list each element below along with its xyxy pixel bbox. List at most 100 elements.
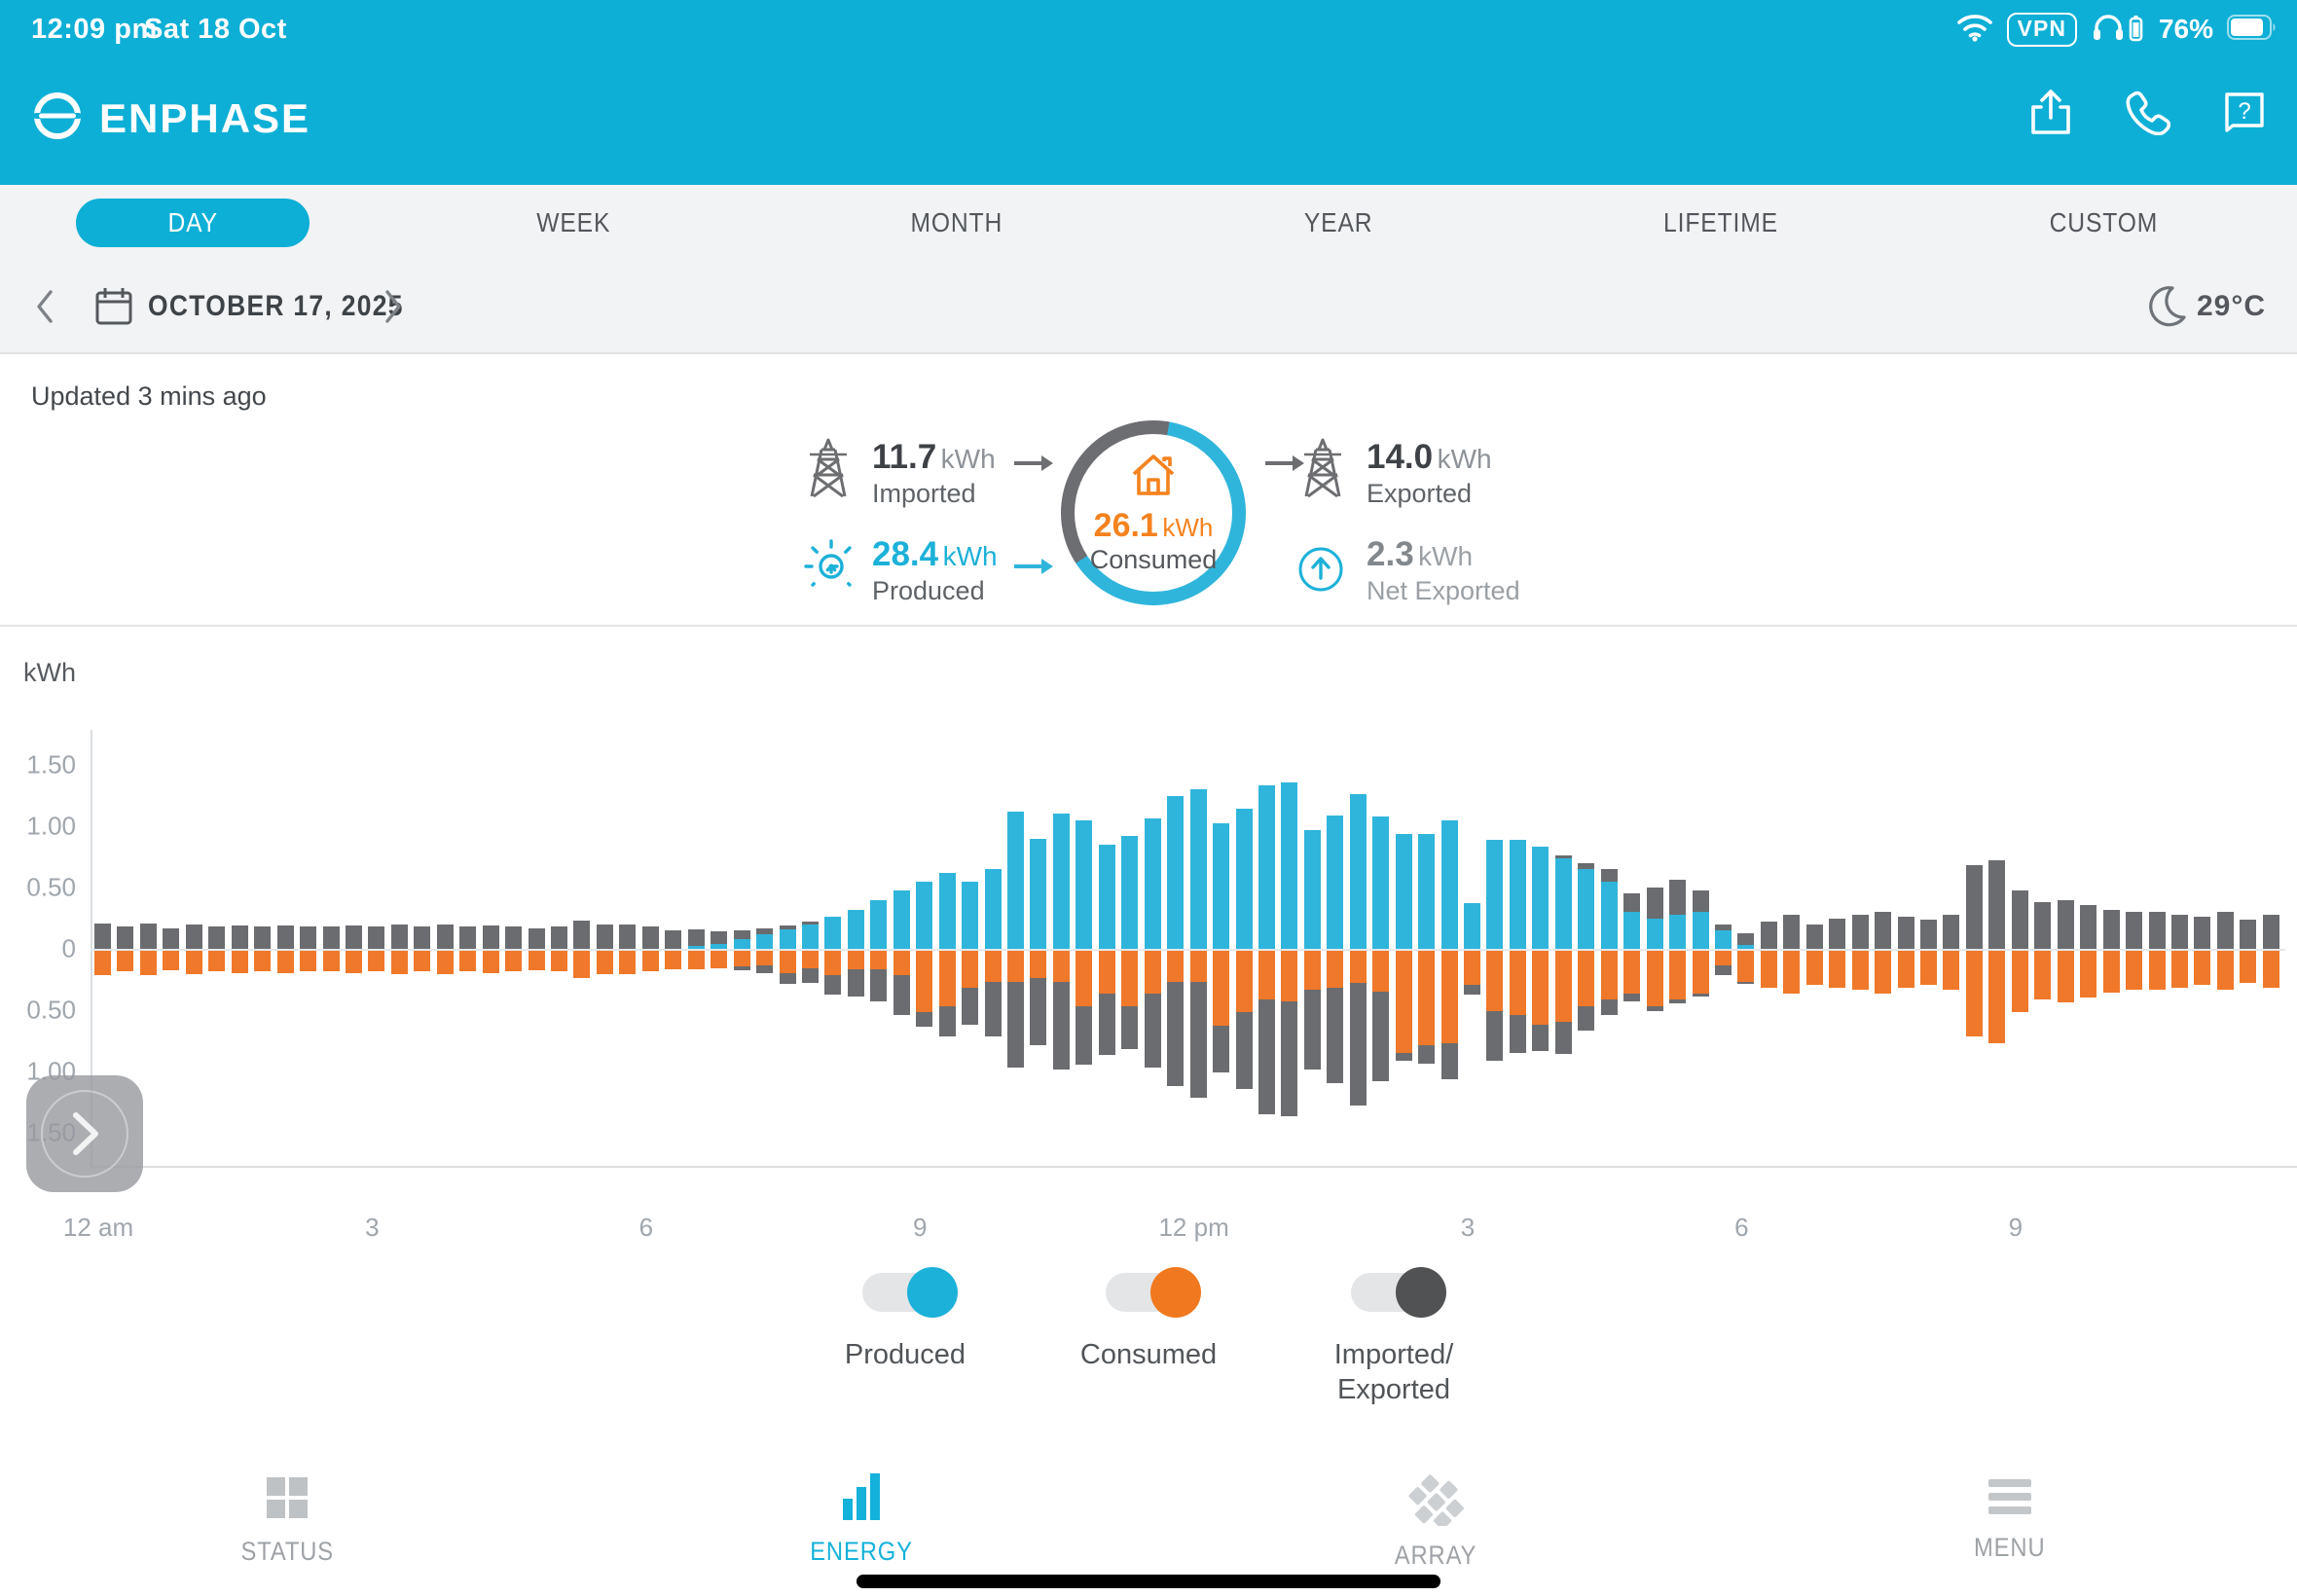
chart-bar-segment (1167, 981, 1185, 1086)
chart-bar-segment (163, 927, 180, 949)
chart-bar-segment (1554, 951, 1572, 1023)
chart-bar-segment (1121, 951, 1139, 1006)
battery-icon (2227, 14, 2278, 45)
chart-bar-segment (1578, 869, 1595, 949)
imported-exported-toggle[interactable] (1351, 1267, 1446, 1318)
chart-bar-segment (117, 926, 134, 949)
exported-label: Exported (1367, 479, 1473, 508)
chart-bar-segment (687, 946, 705, 949)
chart-bar-segment (1943, 951, 1960, 991)
chart-bar-segment (1623, 994, 1641, 1001)
chart-bar-segment (1692, 912, 1709, 949)
produced-value: 28.4 (872, 535, 939, 573)
calendar-icon[interactable] (93, 286, 134, 332)
chart-bar-segment (847, 968, 864, 997)
produced-toggle-knob[interactable] (907, 1267, 958, 1318)
chart-bar-segment (322, 951, 340, 972)
enphase-logo: ENPHASE (31, 90, 310, 147)
chart-bar-segment (390, 951, 408, 974)
tab-month[interactable]: MONTH (910, 207, 1003, 237)
chart-bar-segment (1965, 951, 1983, 1037)
chart-bar-segment (139, 923, 157, 949)
chart-bar-segment (1303, 829, 1321, 949)
chart-bar-segment (505, 951, 523, 972)
date-navigation: OCTOBER 17, 2025 29°C (0, 261, 2297, 354)
imported-exported-toggle-group: Imported/Exported (1272, 1255, 1515, 1407)
nav-array[interactable]: ARRAY (1148, 1460, 1723, 1577)
exported-value: 14.0 (1367, 438, 1434, 476)
chart-bar-segment (733, 930, 750, 939)
nav-status[interactable]: STATUS (0, 1460, 574, 1577)
chart-bar-segment (1692, 889, 1709, 913)
zero-line (91, 949, 2285, 951)
chevron-right-icon[interactable] (382, 288, 405, 330)
chart-bar-segment (1783, 914, 1801, 949)
chevron-right-icon (41, 1090, 128, 1178)
chart-bar-segment (1920, 919, 1937, 949)
chart-bar-segment (1509, 839, 1526, 949)
period-tabs: DAY WEEK MONTH YEAR LIFETIME CUSTOM (0, 185, 2297, 263)
chart-bar-segment (436, 951, 454, 974)
home-indicator[interactable] (857, 1575, 1440, 1588)
chart-bar-segment (962, 951, 979, 988)
help-button[interactable]: ? (2221, 89, 2268, 140)
chart-bar-segment (893, 951, 910, 976)
chart-bar-segment (1144, 951, 1161, 995)
chart-bar-segment (185, 924, 202, 949)
scroll-right-button[interactable] (26, 1075, 143, 1192)
nav-menu[interactable]: MENU (1723, 1460, 2297, 1577)
grid-icon (263, 1473, 311, 1527)
chart-bar-segment (687, 951, 705, 969)
chart-bar-segment (1714, 951, 1732, 966)
chart-bar-segment (1943, 914, 1960, 949)
chart-bar-segment (2194, 951, 2211, 986)
chart-bar-segment (1646, 1005, 1663, 1011)
chart-bar-segment (1189, 981, 1207, 1099)
chart-bar-segment (1509, 1014, 1526, 1053)
chart-bar-segment (756, 933, 774, 949)
consumed-toggle[interactable] (1106, 1267, 1201, 1318)
chart-bar-segment (938, 1005, 956, 1037)
consumed-toggle-label: Consumed (1079, 1339, 1218, 1370)
y-tick-label: 0.50 (26, 872, 76, 902)
chevron-left-icon[interactable] (33, 288, 56, 330)
chart-bar-segment (2148, 912, 2166, 949)
imported-label: Imported (872, 479, 976, 508)
sun-icon (804, 539, 858, 598)
tab-year[interactable]: YEAR (1304, 207, 1373, 237)
chart-bar-segment (1486, 1010, 1504, 1062)
chart-bar-segment (94, 923, 111, 949)
phone-button[interactable] (2124, 89, 2171, 140)
chart-bar-segment (756, 927, 774, 934)
arrow-right-icon (1263, 452, 1304, 480)
chart-bar-segment (436, 924, 454, 949)
tab-custom[interactable]: CUSTOM (2049, 207, 2159, 237)
y-tick-label: 0 (61, 933, 76, 963)
tab-day[interactable]: DAY (76, 199, 310, 247)
nav-energy[interactable]: ENERGY (574, 1460, 1148, 1577)
chart-bar-segment (1189, 951, 1207, 982)
share-button[interactable] (2028, 88, 2073, 141)
chart-bar-segment (276, 925, 294, 949)
selected-date[interactable]: OCTOBER 17, 2025 (148, 290, 404, 322)
wifi-icon (1956, 13, 1993, 47)
chart-bar-segment (1805, 951, 1823, 986)
chart-bar-segment (2126, 951, 2143, 991)
chart-bar-segment (779, 951, 796, 973)
produced-toggle[interactable] (862, 1267, 958, 1318)
tab-lifetime[interactable]: LIFETIME (1663, 207, 1779, 237)
chart-bar-segment (870, 968, 888, 1001)
house-icon (1128, 451, 1179, 504)
tab-week[interactable]: WEEK (536, 207, 611, 237)
chart-bar-segment (1007, 981, 1024, 1068)
chart-bar-segment (1600, 869, 1618, 882)
consumed-toggle-knob[interactable] (1150, 1267, 1201, 1318)
chart-bar-segment (1327, 815, 1344, 949)
net-exported-unit: kWh (1418, 541, 1474, 571)
chart-bar-segment (1349, 794, 1367, 949)
x-tick-label: 9 (912, 1213, 928, 1242)
energy-summary: 11.7 kWh Imported 28.4 kWh Produced 26.1… (0, 352, 2297, 627)
imported-exported-toggle-knob[interactable] (1396, 1267, 1446, 1318)
chart-bar-segment (1167, 795, 1185, 949)
